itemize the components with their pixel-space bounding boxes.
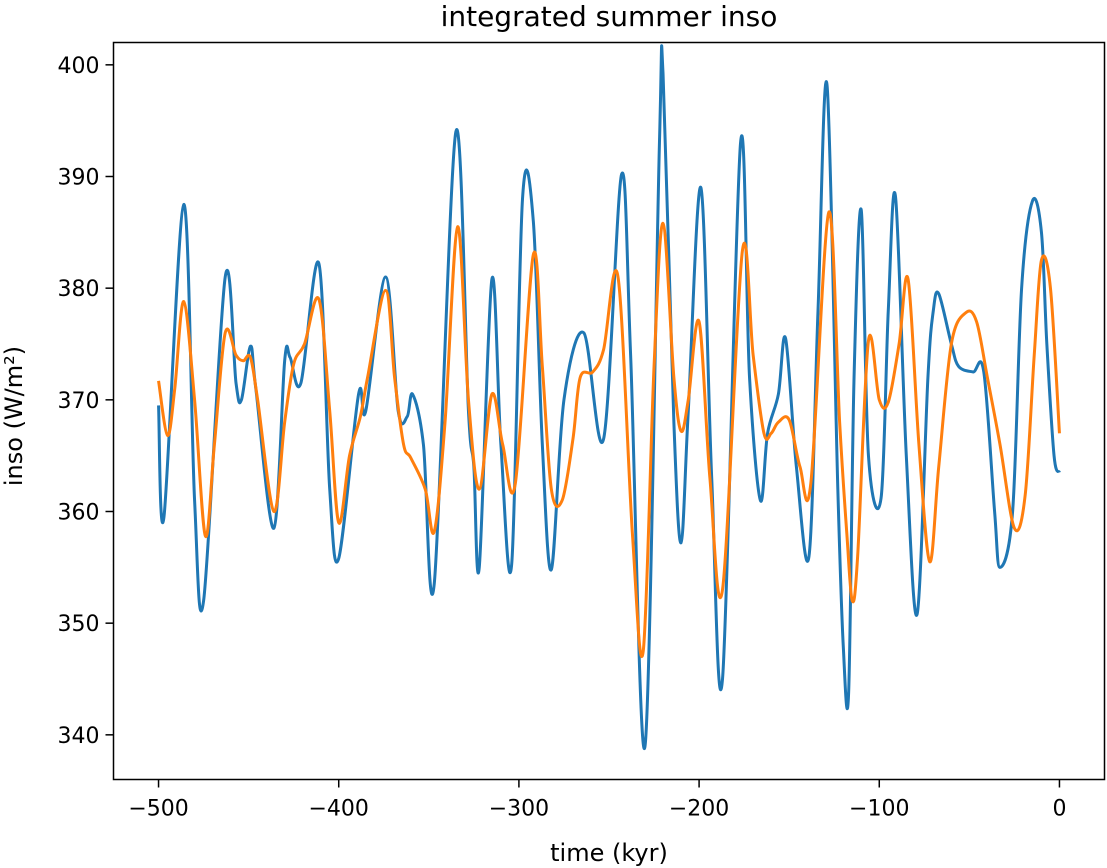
x-tick-label: −100	[849, 797, 909, 822]
y-axis-label: inso (W/m²)	[0, 346, 28, 486]
x-tick-label: −500	[128, 797, 188, 822]
y-tick-label: 360	[58, 501, 100, 526]
y-axis-ticks: 340 350 360 370 380 390 400	[58, 54, 114, 749]
x-tick-label: −200	[669, 797, 729, 822]
y-tick-label: 340	[58, 724, 100, 749]
y-tick-label: 400	[58, 54, 100, 79]
chart-title: integrated summer inso	[441, 0, 778, 33]
plot-frame	[112, 41, 1106, 781]
y-tick-label: 390	[58, 166, 100, 191]
x-axis-label: time (kyr)	[550, 839, 668, 867]
x-tick-label: −300	[489, 797, 549, 822]
y-tick-label: 370	[58, 389, 100, 414]
x-tick-label: 0	[1052, 797, 1066, 822]
plot-lines	[157, 44, 1061, 751]
y-tick-label: 350	[58, 612, 100, 637]
x-tick-label: −400	[309, 797, 369, 822]
series-line-2	[157, 210, 1061, 659]
series-line-1	[157, 44, 1061, 751]
y-tick-label: 380	[58, 277, 100, 302]
x-axis-ticks: −500 −400 −300 −200 −100 0	[128, 779, 1066, 822]
